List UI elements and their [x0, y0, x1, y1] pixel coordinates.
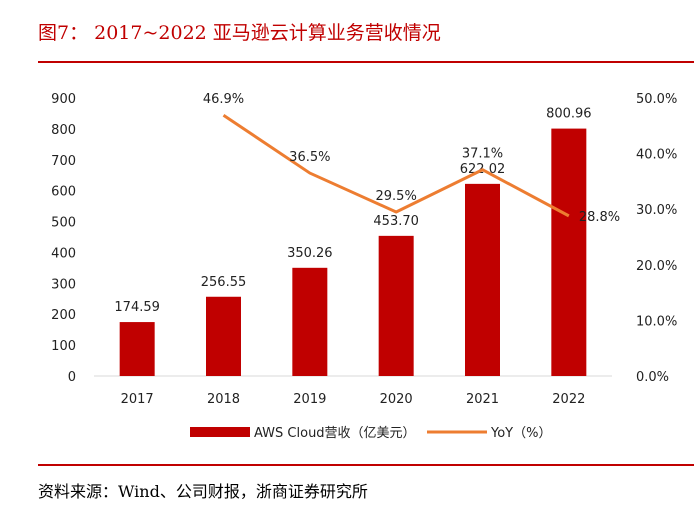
figure-title: 图7： 2017~2022 亚马逊云计算业务营收情况 — [38, 22, 441, 44]
bar — [206, 296, 241, 376]
x-tick-label: 2017 — [121, 392, 154, 407]
y-left-tick-label: 100 — [51, 339, 76, 354]
bar-value-label: 800.96 — [546, 107, 592, 122]
bar — [465, 183, 500, 376]
bar — [292, 267, 328, 376]
x-tick-label: 2018 — [207, 392, 240, 407]
legend-bar-label: AWS Cloud营收（亿美元） — [254, 426, 416, 441]
y-right-tick-label: 20.0% — [636, 259, 677, 274]
bar — [119, 322, 155, 376]
yoy-line — [222, 113, 570, 218]
source-note: 资料来源：Wind、公司财报，浙商证券研究所 — [38, 482, 368, 501]
x-tick-label: 2019 — [293, 392, 326, 407]
yoy-value-label: 28.8% — [579, 210, 620, 225]
x-tick-label: 2020 — [380, 392, 413, 407]
bar-value-label: 174.59 — [114, 300, 160, 315]
x-tick-label: 2021 — [466, 392, 499, 407]
bar — [551, 128, 587, 376]
legend-bar-swatch — [190, 427, 250, 437]
chart-svg: 0 100 200 300 400 500 600 700 800 900 0.0% 10.0% 20.… — [51, 92, 677, 441]
y-right-tick-label: 30.0% — [636, 203, 677, 218]
yoy-value-label: 37.1% — [462, 147, 503, 162]
y-right-tick-label: 50.0% — [636, 92, 677, 107]
y-left-tick-label: 600 — [51, 185, 76, 200]
y-right-tick-label: 40.0% — [636, 148, 677, 163]
y-right-tick-label: 0.0% — [636, 370, 669, 385]
y-left-tick-label: 700 — [51, 154, 76, 169]
yoy-value-label: 29.5% — [376, 189, 417, 204]
bar-value-label: 453.70 — [373, 214, 419, 229]
title-rule — [38, 61, 694, 63]
bar — [378, 235, 414, 376]
yoy-value-label: 46.9% — [203, 92, 244, 107]
y-left-tick-label: 800 — [51, 123, 76, 138]
y-left-tick-label: 200 — [51, 308, 76, 323]
y-left-tick-label: 0 — [68, 370, 76, 385]
y-left-tick-label: 500 — [51, 216, 76, 231]
y-left-tick-label: 400 — [51, 246, 76, 261]
y-left-tick-label: 300 — [51, 277, 76, 292]
chart-area: 0 100 200 300 400 500 600 700 800 900 0.0% 10.0% 20.… — [38, 70, 694, 460]
y-left-tick-label: 900 — [51, 92, 76, 107]
source-rule — [38, 464, 694, 466]
bar-value-label: 350.26 — [287, 246, 333, 261]
bar-value-label: 256.55 — [201, 275, 247, 290]
legend-line-label: YoY（%） — [490, 426, 551, 441]
x-tick-label: 2022 — [552, 392, 585, 407]
y-right-tick-label: 10.0% — [636, 314, 677, 329]
yoy-value-label: 36.5% — [289, 150, 330, 165]
